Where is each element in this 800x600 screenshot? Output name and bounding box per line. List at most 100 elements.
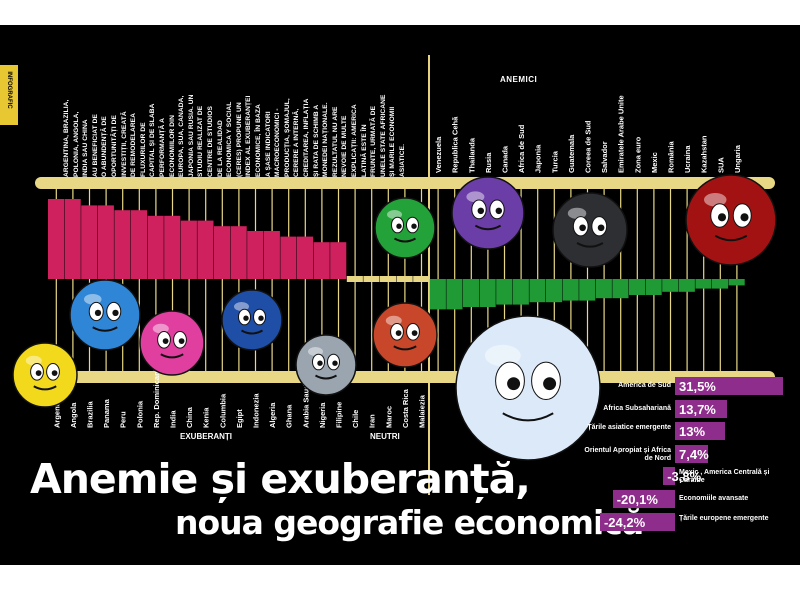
category-label: Iran (368, 414, 377, 428)
bar (629, 279, 646, 295)
category-label: Rusia (484, 152, 493, 173)
region-label: Economiile avansate (679, 495, 749, 502)
bar (479, 279, 496, 307)
category-label: Angola (69, 402, 78, 428)
category-label: Ungaria (733, 144, 742, 173)
section-tab: INFOGRAFIC (0, 65, 18, 125)
bar (496, 279, 513, 305)
divider-line (428, 55, 430, 495)
bar (612, 279, 629, 299)
category-label: Polonia (135, 400, 144, 428)
category-label: Indonezia (252, 393, 261, 428)
category-label: Zona euro (633, 136, 642, 173)
category-label: Peru (119, 411, 128, 428)
region-label: Mexic , America Centrală și Caraibe (679, 469, 770, 485)
category-label: Mexic (650, 152, 659, 173)
bar (197, 220, 214, 279)
bar (313, 242, 330, 279)
bar (529, 279, 546, 303)
region-bar (675, 422, 726, 441)
category-label: Ucraina (683, 145, 692, 173)
top-rail (35, 177, 775, 189)
bar (247, 231, 264, 279)
group-label-exuberanti: EXUBERANȚI (180, 432, 233, 441)
region-bar (675, 444, 708, 463)
category-label: Japonia (534, 144, 543, 173)
region-value: -24,2% (603, 514, 646, 530)
smiley-black-icon (552, 192, 628, 268)
region-value: 31,5% (679, 379, 716, 394)
bar (413, 276, 430, 282)
region-value: 13% (679, 424, 706, 440)
category-label: Coreea de Sud (584, 120, 593, 173)
category-label: România (667, 140, 676, 173)
headline-line-2: noua geografie economică (175, 503, 644, 542)
category-label: Egipt (235, 409, 244, 428)
category-label: Nigeria (318, 402, 327, 428)
category-label: Panama (102, 398, 111, 428)
bar (180, 220, 197, 279)
bar (81, 205, 98, 279)
regional-chart: 31,5% America de Sud 13,7% Africa Subsahari… (0, 25, 800, 565)
category-label: Filipine (335, 402, 344, 428)
exuberance-bar-chart: Argentina Angola Brazilia Panama Peru Polonia… (12, 95, 777, 461)
bar (131, 210, 148, 279)
bar (48, 199, 65, 279)
category-label: Africa de Sud (517, 124, 526, 173)
category-label: SUA (716, 157, 725, 173)
region-bar (599, 512, 675, 531)
smiley-yellow-icon (12, 342, 78, 408)
category-label: Brazilia (86, 400, 95, 428)
group-label-neutri: NEUTRI (370, 432, 400, 441)
category-label: India (169, 410, 178, 428)
category-label: Turcia (550, 150, 559, 173)
region-value: 13,7% (679, 401, 716, 417)
category-label: Argentina (52, 392, 61, 428)
bar (330, 242, 347, 279)
headline-line-1: Anemie și exuberanță, (30, 455, 531, 503)
infographic-poster: INFOGRAFIC ARGENTINA, BRAZILIA, POLONIA, … (0, 25, 800, 565)
category-label: Thailanda (467, 137, 476, 173)
smiley-gray-icon (295, 334, 357, 396)
smiley-green-icon (374, 197, 436, 259)
category-label: Canada (501, 145, 510, 173)
bar (562, 279, 579, 301)
bar (64, 199, 81, 279)
category-label: Republica Cehă (451, 116, 460, 173)
region-value: 7,4% (679, 446, 709, 462)
smiley-orange-icon (372, 302, 438, 368)
region-bar (675, 399, 728, 418)
category-label: Ghana (285, 404, 294, 428)
bar (346, 276, 363, 282)
bar (595, 279, 612, 299)
bar (214, 226, 231, 279)
category-label: Guatemala (567, 134, 576, 173)
bar (147, 215, 164, 279)
category-label: China (185, 406, 194, 428)
bar (645, 279, 662, 295)
bar (280, 236, 297, 279)
bar (695, 279, 712, 289)
bar (678, 279, 695, 292)
bar (662, 279, 679, 292)
category-label: Kenia (202, 407, 211, 428)
smiley-globe-icon (455, 315, 601, 461)
region-bar (675, 377, 783, 395)
region-label: America de Sud (618, 382, 671, 389)
bar (363, 276, 380, 282)
region-label: Țările asiatice emergente (587, 424, 671, 432)
category-label: Maroc (384, 406, 393, 428)
bar (546, 279, 563, 303)
smiley-blue-icon (69, 279, 141, 351)
smiley-purple-icon (451, 176, 525, 250)
category-label: Salvador (600, 141, 609, 173)
bar (230, 226, 247, 279)
category-label: Columbia (218, 393, 227, 428)
bar (728, 279, 745, 286)
category-label: Chile (351, 410, 360, 428)
bar (380, 276, 397, 282)
region-bar (663, 467, 675, 486)
bar (512, 279, 529, 305)
smiley-darkblue-icon (221, 289, 283, 351)
region-value: -20,1% (616, 492, 658, 507)
